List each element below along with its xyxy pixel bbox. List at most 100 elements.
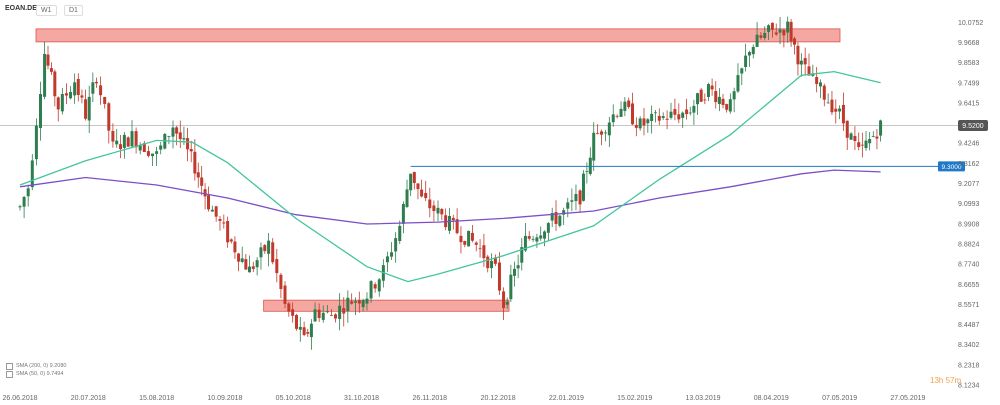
candle-body (736, 75, 740, 92)
candle (49, 62, 53, 75)
indicator-legend: SMA (200, 0) 9.2080 SMA (50, 0) 9.7494 (6, 362, 66, 378)
legend-row-sma200[interactable]: SMA (200, 0) 9.2080 (6, 362, 66, 370)
candle-body (186, 138, 190, 150)
candle (412, 171, 416, 190)
y-tick-label: 9.0993 (958, 201, 980, 208)
candle-body (531, 238, 535, 240)
candle (178, 120, 182, 148)
candle (111, 123, 115, 148)
candle-body (703, 99, 707, 101)
candle (747, 50, 751, 67)
candle (459, 226, 463, 254)
candle (424, 180, 428, 202)
candle-body (142, 143, 146, 153)
candle-body (554, 212, 558, 224)
candle (638, 116, 642, 131)
candle (710, 78, 714, 96)
candle-body (482, 245, 486, 259)
symbol-label[interactable]: EOAN.DE (5, 5, 37, 12)
candle (871, 131, 875, 138)
candle-body (685, 109, 689, 115)
legend-toggle-icon[interactable] (6, 362, 13, 370)
timeframe-dropdown[interactable]: W1 (36, 5, 57, 16)
candle-body (642, 118, 646, 126)
candle (175, 125, 179, 146)
candle (646, 118, 650, 133)
candle-body (302, 327, 306, 335)
legend-toggle-icon[interactable] (6, 370, 13, 378)
y-tick-label: 8.5571 (958, 302, 980, 309)
candle (815, 67, 819, 93)
candle (566, 197, 570, 218)
x-tick-label: 08.04.2019 (754, 395, 789, 402)
candle-body (516, 265, 520, 269)
candle-body (673, 109, 677, 115)
candle (130, 120, 134, 149)
x-tick-label: 22.01.2019 (549, 395, 584, 402)
candle-body (175, 127, 179, 134)
candle (478, 239, 482, 258)
candle-body (470, 232, 474, 241)
candle-body (214, 206, 218, 217)
candle (155, 146, 159, 167)
candle-body (845, 120, 849, 138)
candle (317, 303, 321, 322)
candle-body (841, 104, 845, 124)
candle (146, 145, 150, 158)
candle-body (653, 112, 657, 114)
candle-body (377, 279, 381, 292)
candle-body (786, 21, 790, 33)
candle-body (588, 157, 592, 174)
candle-body (84, 99, 88, 119)
x-tick-label: 15.02.2019 (617, 395, 652, 402)
candle-body (385, 256, 389, 263)
candle-body (623, 101, 627, 111)
candle-body (860, 144, 864, 146)
y-tick-label: 8.8824 (958, 241, 980, 248)
candle-body (369, 281, 373, 299)
candle-body (178, 132, 182, 140)
interval-dropdown[interactable]: D1 (64, 5, 83, 16)
candle (338, 293, 342, 331)
candle-body (151, 153, 155, 157)
candle (767, 24, 771, 41)
candle-body (638, 118, 642, 129)
candle (520, 238, 524, 271)
candle (558, 214, 562, 228)
legend-row-sma50[interactable]: SMA (50, 0) 9.7494 (6, 370, 66, 378)
candle (56, 96, 60, 122)
candle-body (509, 274, 513, 300)
candle (60, 87, 64, 115)
candle (373, 282, 377, 293)
candle (451, 214, 455, 230)
candle-body (596, 132, 600, 134)
candle (91, 72, 95, 103)
candle (115, 128, 119, 148)
candle-body (420, 189, 424, 197)
candle (714, 81, 718, 109)
candle (309, 319, 313, 350)
candle-body (251, 266, 255, 269)
candle (728, 93, 732, 114)
candle-body (767, 25, 771, 32)
candle-body (267, 240, 271, 254)
candle-body (778, 29, 782, 33)
candle-body (64, 93, 68, 96)
candle-body (317, 309, 321, 318)
candle-body (416, 183, 420, 190)
candle (860, 132, 864, 158)
support-zone (263, 299, 510, 312)
candle-body (527, 236, 531, 239)
x-tick-label: 26.06.2018 (2, 395, 37, 402)
candle (857, 132, 861, 151)
candle-body (497, 262, 501, 291)
candle-body (229, 239, 233, 242)
candle-body (80, 95, 84, 98)
candle (151, 153, 155, 166)
candle-body (334, 314, 338, 319)
candle-body (520, 247, 524, 263)
candle (803, 47, 807, 75)
candle (226, 216, 230, 248)
candle (474, 241, 478, 252)
